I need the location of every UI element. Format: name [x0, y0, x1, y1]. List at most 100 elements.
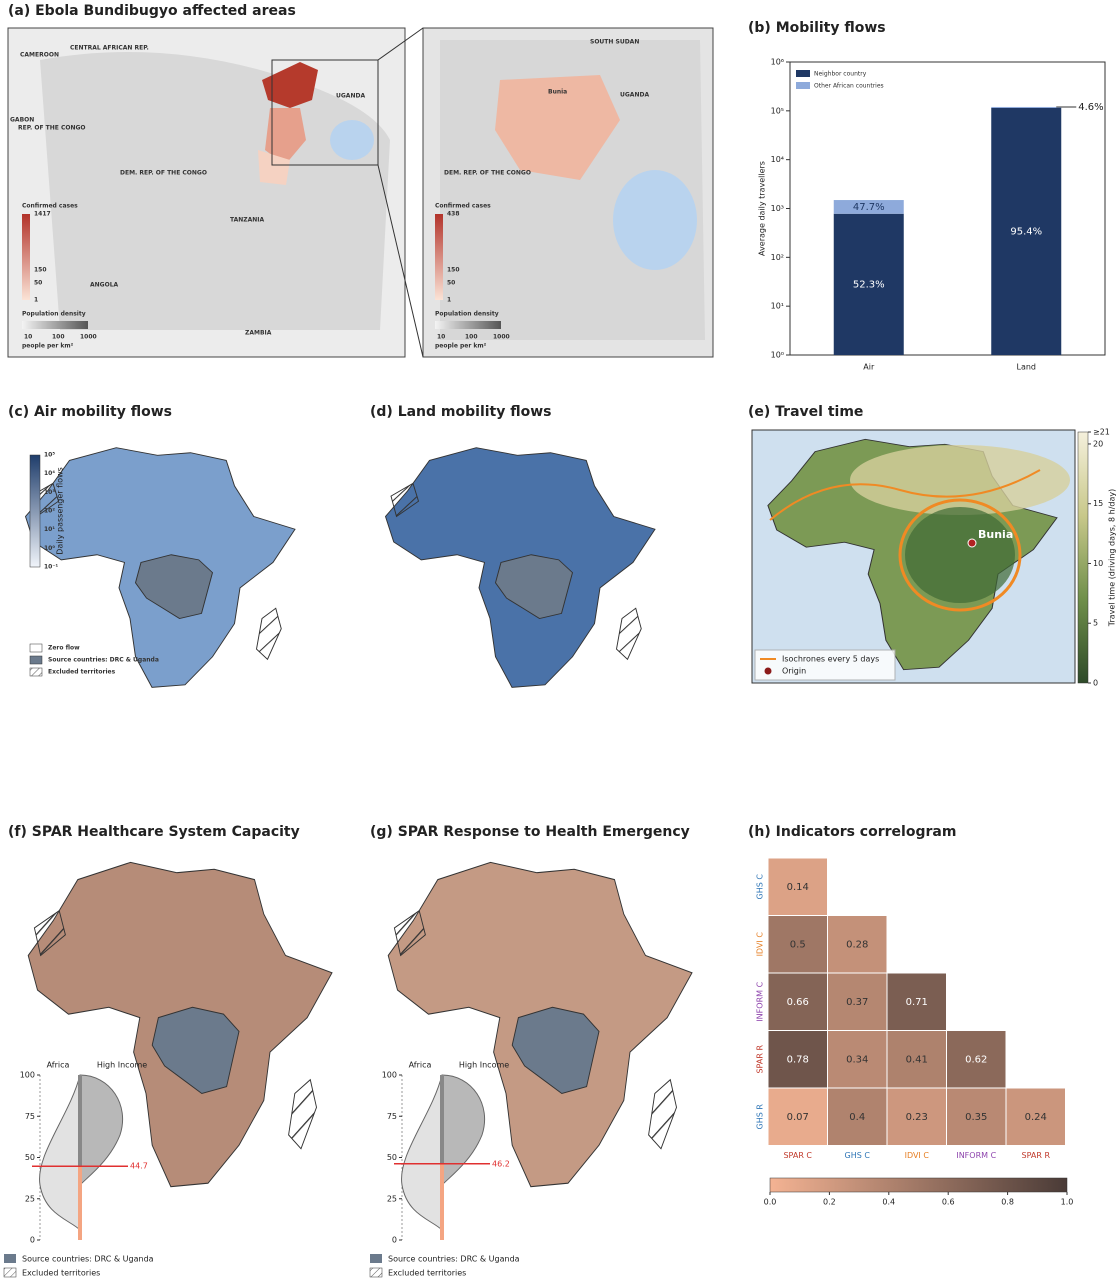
- legend-unit: people per km²: [22, 343, 74, 350]
- cell-label: 0.14: [787, 882, 809, 893]
- legend-label: Zero flow: [48, 645, 80, 652]
- legend-swatch: [796, 70, 810, 77]
- zoom-box: [271, 59, 379, 166]
- y-tick-label: 10⁰: [771, 351, 784, 360]
- reference-label: 44.7: [130, 1162, 148, 1171]
- colorbar-tick: 50: [447, 280, 455, 287]
- panel-title: (g) SPAR Response to Health Emergency: [370, 824, 690, 840]
- colorbar-tick-label: 0.6: [942, 1198, 955, 1207]
- cell-label: 0.5: [790, 939, 806, 950]
- y-tick-label: 100: [382, 1071, 397, 1080]
- x-tick-label: INFORM C: [956, 1151, 996, 1160]
- legend-label: Isochrones every 5 days: [782, 655, 879, 664]
- lake: [330, 120, 374, 160]
- travel-time-zone: [850, 445, 1070, 515]
- heatmap-cell: [767, 915, 828, 974]
- colorbar-tick-label: 20: [1093, 439, 1103, 448]
- x-tick-label: Air: [863, 363, 875, 372]
- zoom-line: [377, 164, 424, 358]
- x-tick-label: IDVI C: [905, 1151, 930, 1160]
- colorbar: [1077, 431, 1089, 684]
- violin-half: [79, 1074, 124, 1187]
- heatmap-cell: [827, 1087, 888, 1146]
- bar: [991, 106, 1062, 108]
- violin-half: [441, 1074, 486, 1187]
- heatmap-cell: [1005, 1087, 1066, 1146]
- colorbar-label: Travel time (driving days, 8 h/day): [1108, 489, 1117, 628]
- y-tick-label: 75: [25, 1112, 35, 1121]
- colorbar-tick: 1417: [34, 211, 51, 218]
- legend-title: Population density: [22, 311, 86, 318]
- x-tick-label: SPAR R: [1021, 1151, 1050, 1160]
- excluded-territory: [615, 606, 643, 661]
- annotation: 95.4%: [1010, 226, 1042, 237]
- affected-area: [495, 75, 620, 180]
- cell-label: 0.78: [787, 1054, 809, 1065]
- place-label: REP. OF THE CONGO: [18, 125, 86, 132]
- heatmap-cell: [767, 972, 828, 1031]
- cell-label: 0.34: [846, 1054, 868, 1065]
- place-label: ZAMBIA: [245, 330, 272, 337]
- legend-swatch: [29, 667, 43, 677]
- y-tick-label: IDVI C: [756, 932, 765, 957]
- place-label: UGANDA: [620, 92, 649, 99]
- y-tick-label: 75: [387, 1112, 397, 1121]
- colorbar-label: Daily passenger flows: [56, 467, 65, 555]
- y-tick-label: INFORM C: [756, 981, 765, 1021]
- panel-title: (e) Travel time: [748, 404, 863, 420]
- category-label: Africa: [47, 1061, 70, 1070]
- annotation: 47.7%: [853, 202, 885, 213]
- cell-label: 0.62: [965, 1054, 987, 1065]
- colorbar-tick: 10⁰: [44, 545, 55, 552]
- colorbar-tick-label: 0.4: [882, 1198, 895, 1207]
- legend-swatch: [3, 1267, 17, 1278]
- cell-label: 0.23: [906, 1112, 928, 1123]
- legend-title: Confirmed cases: [22, 203, 78, 210]
- colorbar-tick: 100: [52, 334, 65, 341]
- panel-title: (b) Mobility flows: [748, 20, 886, 36]
- isochrone: [769, 469, 1041, 521]
- cell-label: 0.41: [906, 1054, 928, 1065]
- place-label: ANGOLA: [90, 282, 119, 289]
- heatmap-cell: [886, 972, 947, 1031]
- category-label: Africa: [409, 1061, 432, 1070]
- affected-area: [258, 150, 290, 185]
- heatmap-cell: [946, 1087, 1007, 1146]
- legend-label: Source countries: DRC & Uganda: [388, 1255, 520, 1264]
- y-axis-label: Average daily travellers: [758, 161, 767, 256]
- colorbar: [22, 214, 30, 300]
- place-label: CAMEROON: [20, 52, 59, 59]
- reference-label: 46.2: [492, 1159, 510, 1168]
- colorbar-tick: 1: [447, 297, 451, 304]
- colorbar-tick-label: 5: [1093, 619, 1098, 628]
- y-tick-label: 0: [392, 1236, 397, 1245]
- y-tick-label: 10⁵: [771, 106, 784, 115]
- legend-swatch: [796, 82, 810, 89]
- y-tick-label: 10⁴: [771, 155, 784, 164]
- colorbar-tick-label: 15: [1093, 499, 1103, 508]
- panel-title: (a) Ebola Bundibugyo affected areas: [8, 3, 296, 19]
- cell-label: 0.37: [846, 997, 868, 1008]
- colorbar-tick-label: ≥21: [1093, 428, 1110, 437]
- colorbar-tick-label: 0.2: [823, 1198, 836, 1207]
- legend-label: Excluded territories: [22, 1269, 100, 1278]
- legend-swatch: [370, 1254, 382, 1263]
- bar: [833, 200, 904, 214]
- heatmap-cell: [767, 1087, 828, 1146]
- zoom-line: [377, 27, 424, 61]
- panel-title: (c) Air mobility flows: [8, 404, 172, 420]
- legend-label: Excluded territories: [48, 669, 116, 676]
- y-tick-label: 50: [25, 1153, 35, 1162]
- colorbar-tick: 1000: [493, 334, 510, 341]
- colorbar: [22, 321, 88, 329]
- x-tick-label: GHS C: [845, 1151, 871, 1160]
- colorbar-tick-label: 0.0: [764, 1198, 777, 1207]
- heatmap-cell: [827, 972, 888, 1031]
- cell-label: 0.4: [849, 1112, 865, 1123]
- legend-swatch: [29, 643, 43, 653]
- y-tick-label: 0: [30, 1236, 35, 1245]
- bar: [991, 107, 1062, 355]
- colorbar-tick: 150: [447, 267, 460, 274]
